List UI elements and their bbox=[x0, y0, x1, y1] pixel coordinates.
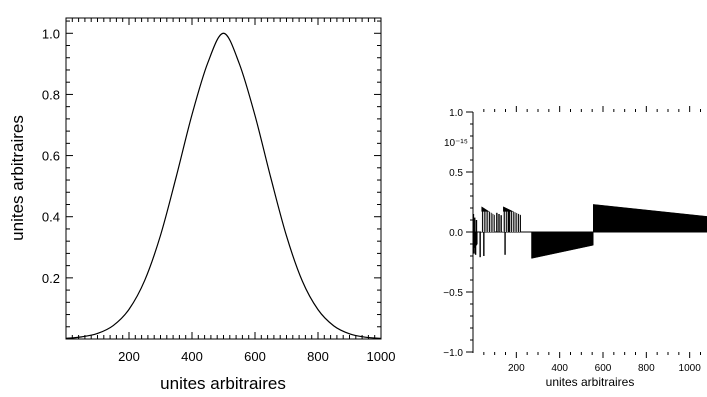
chart-right-marks bbox=[472, 204, 707, 259]
chart-right-xlabel: unites arbitraires bbox=[546, 375, 635, 389]
chart-left-x-tick-label: 400 bbox=[181, 349, 203, 364]
chart-right-y-tick-label: 0.0 bbox=[449, 228, 463, 239]
chart-right-y-tick-label: 1.0 bbox=[449, 108, 463, 119]
chart-left-x-tick-label: 600 bbox=[244, 349, 266, 364]
chart-left-xlabel: unites arbitraires bbox=[160, 374, 286, 393]
chart-right-segment bbox=[531, 231, 594, 259]
chart-right-y-tick-label: −1.0 bbox=[443, 348, 463, 359]
chart-left-y-tick-label: 0.4 bbox=[42, 210, 60, 225]
chart-right-x-tick-label: 800 bbox=[638, 363, 655, 374]
chart-left-y-tick-label: 1.0 bbox=[42, 26, 60, 41]
chart-left-frame bbox=[65, 17, 382, 340]
chart-right-ticks bbox=[466, 106, 701, 358]
chart-left-x-tick-label: 200 bbox=[118, 349, 140, 364]
chart-right-x-tick-label: 200 bbox=[508, 363, 525, 374]
chart-left-x-tick-label: 800 bbox=[307, 349, 329, 364]
chart-left-ylabel: unites arbitraires bbox=[8, 115, 27, 241]
chart-right-tick-labels: 200 400 600 800 1000 1.0 0.5 0.0 −0.5 −1.0 bbox=[443, 108, 701, 374]
chart-right-segment bbox=[503, 206, 521, 233]
chart-right-x-tick-label: 400 bbox=[551, 363, 568, 374]
chart-right-scale-label: 10⁻¹⁵ bbox=[444, 138, 468, 149]
chart-right-y-tick-label: −0.5 bbox=[443, 288, 463, 299]
chart-left-series-line bbox=[65, 32, 382, 339]
chart-left-x-tick-label: 1000 bbox=[367, 349, 396, 364]
chart-left-ticks bbox=[65, 18, 382, 339]
chart-left-y-tick-label: 0.6 bbox=[42, 149, 60, 164]
chart-left-y-tick-label: 0.2 bbox=[42, 271, 60, 286]
chart-left: 200 400 600 800 1000 0.2 0.4 0.6 0.8 1.0 unites a… bbox=[8, 17, 396, 393]
chart-right-x-tick-label: 600 bbox=[595, 363, 612, 374]
chart-right-y-tick-label: 0.5 bbox=[449, 168, 463, 179]
chart-right-segment bbox=[593, 204, 707, 233]
chart-right-x-tick-label: 1000 bbox=[679, 363, 702, 374]
chart-left-tick-labels: 200 400 600 800 1000 0.2 0.4 0.6 0.8 1.0 bbox=[42, 26, 396, 364]
chart-left-y-tick-label: 0.8 bbox=[42, 87, 60, 102]
